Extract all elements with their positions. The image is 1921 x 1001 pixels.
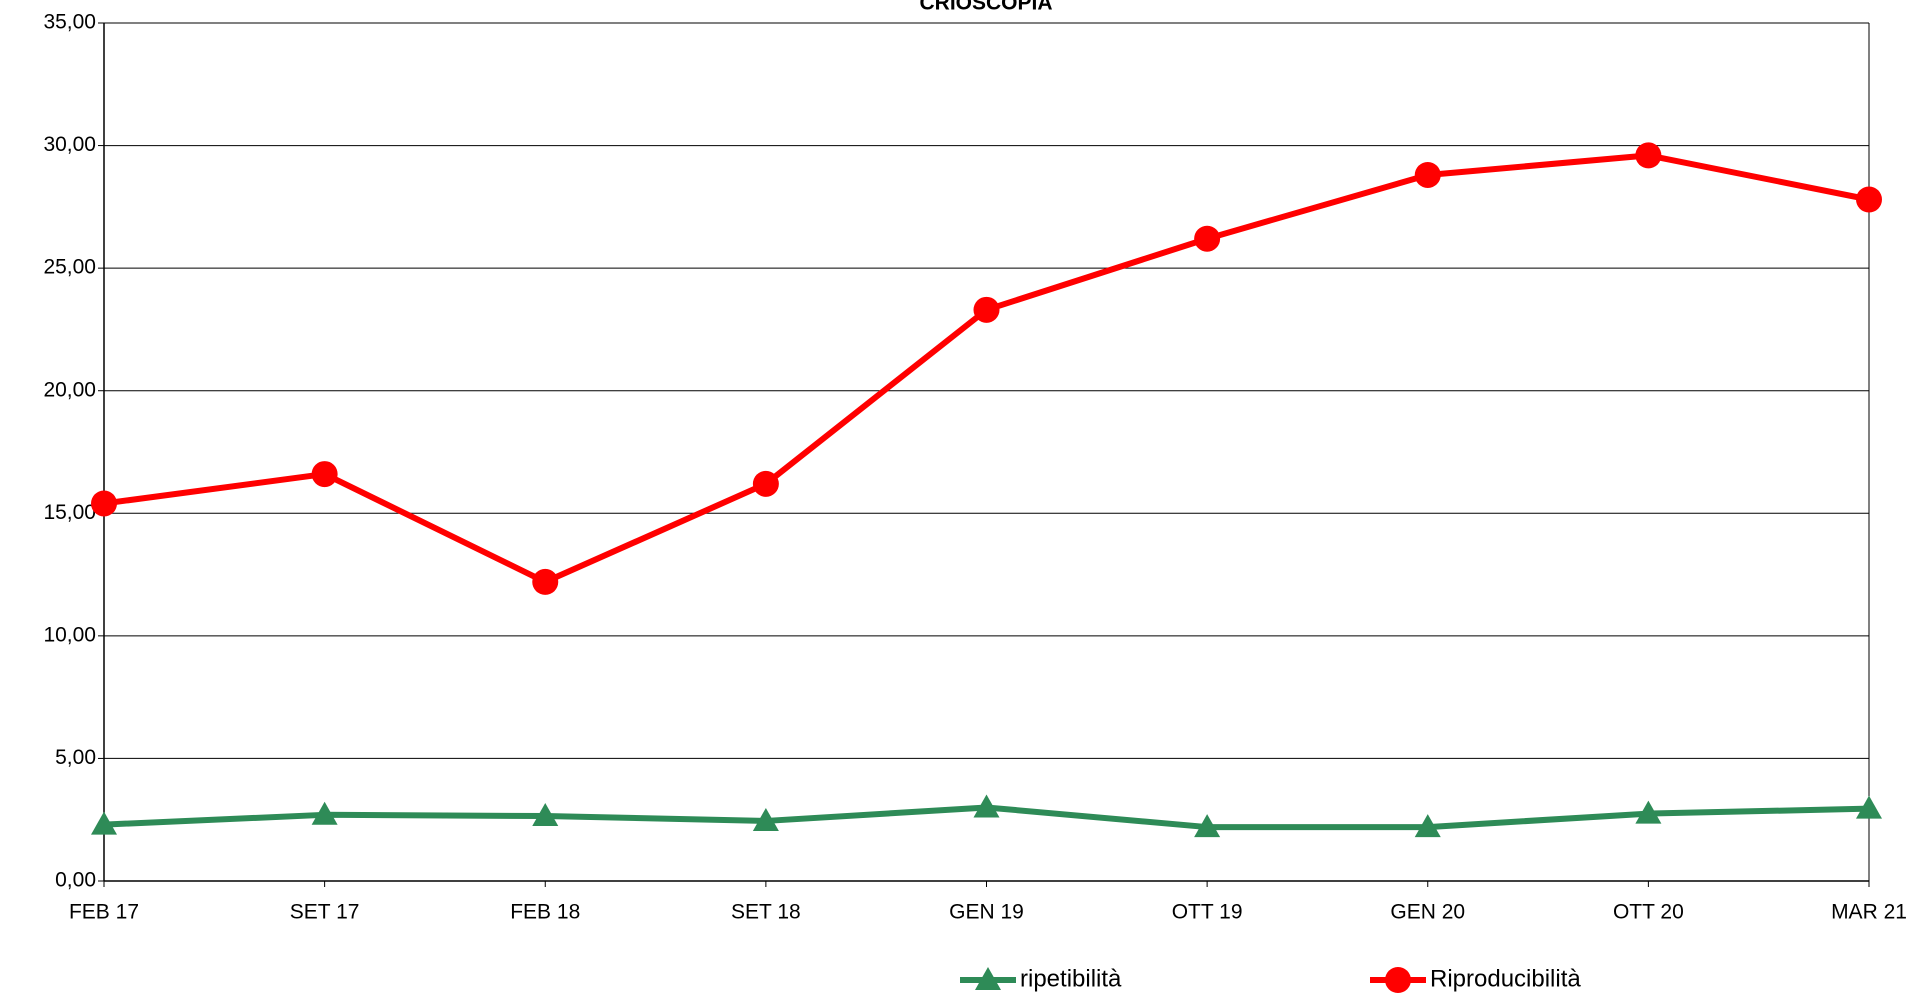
data-point (532, 568, 559, 595)
data-point (311, 801, 338, 825)
y-tick-label: 5,00 (55, 746, 96, 769)
legend-marker (975, 967, 1001, 990)
y-tick-label: 10,00 (43, 623, 96, 646)
data-point (91, 490, 117, 517)
y-tick-label: 0,00 (55, 869, 96, 892)
series-line (103, 152, 1870, 585)
y-tick-label: 20,00 (43, 378, 96, 401)
x-tick-label: GEN 20 (1390, 901, 1465, 924)
x-tick-label: GEN 19 (949, 901, 1024, 924)
data-point (1856, 795, 1882, 819)
data-point (1414, 814, 1441, 838)
y-tick-label: 25,00 (43, 256, 96, 279)
data-point (311, 461, 338, 488)
x-tick-label: SET 18 (731, 901, 801, 924)
x-tick-label: SET 17 (290, 901, 360, 924)
data-point (1635, 800, 1662, 824)
x-tick-label: FEB 17 (69, 901, 139, 924)
data-point (1194, 814, 1221, 838)
legend-label: Riproducibilità (1430, 965, 1581, 992)
legend-marker (1385, 967, 1411, 993)
x-tick-label: OTT 20 (1613, 901, 1684, 924)
data-point (1635, 142, 1662, 169)
y-tick-label: 30,00 (43, 133, 96, 156)
y-tick-label: 15,00 (43, 501, 96, 524)
data-point (1856, 186, 1882, 213)
data-point (973, 794, 1000, 818)
data-point (752, 807, 779, 831)
data-point (1414, 161, 1441, 188)
data-point (91, 811, 117, 835)
data-point (532, 803, 559, 827)
x-tick-label: FEB 18 (510, 901, 580, 924)
legend-label: ripetibilità (1020, 965, 1122, 992)
data-point (1194, 225, 1221, 252)
data-point (973, 296, 1000, 323)
x-tick-label: OTT 19 (1172, 901, 1243, 924)
data-point (752, 470, 779, 497)
y-tick-label: 35,00 (43, 11, 96, 34)
chart-title: CRIOSCOPIA (919, 0, 1052, 15)
x-tick-label: MAR 21 (1831, 901, 1907, 924)
